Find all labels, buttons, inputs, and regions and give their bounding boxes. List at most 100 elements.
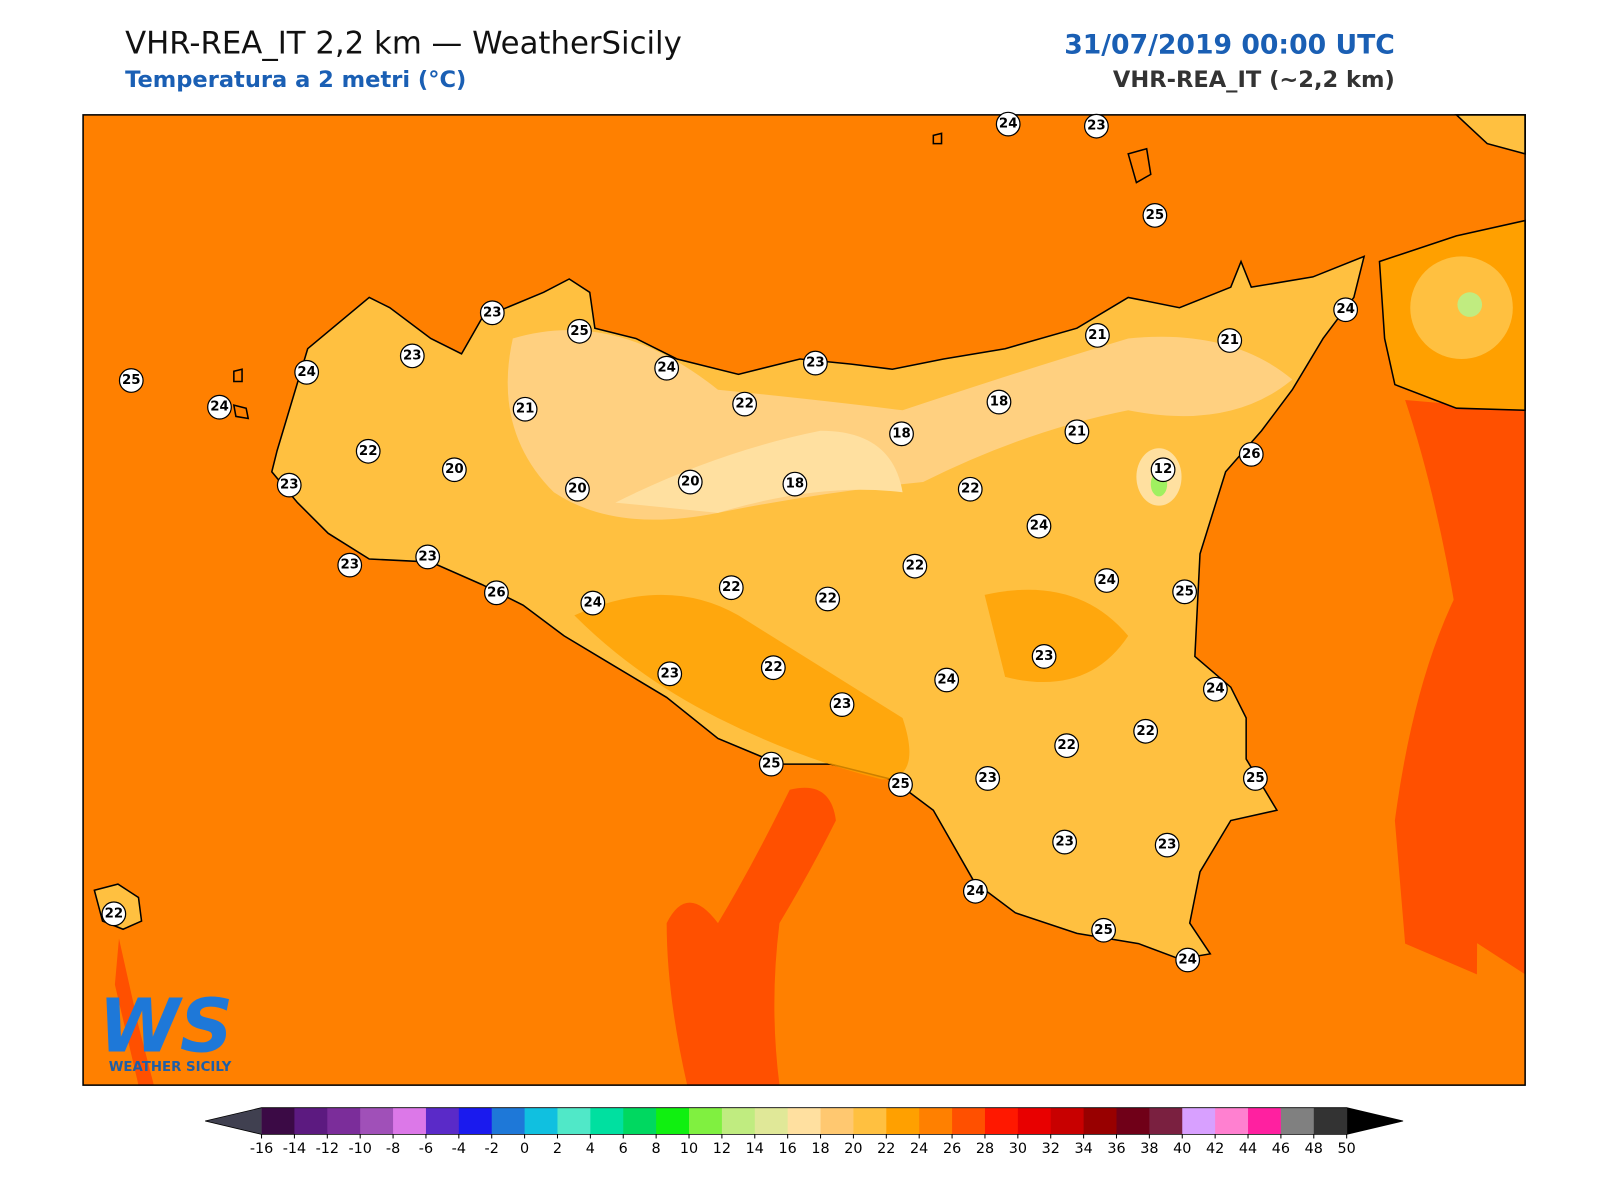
datetime: 31/07/2019 00:00 UTC [1064, 29, 1395, 60]
title: VHR-REA_IT 2,2 km — WeatherSicily [125, 25, 682, 61]
colorbar-tick-label: 42 [1206, 1141, 1224, 1157]
colorbar-tick-label: 12 [713, 1141, 731, 1157]
colorbar-tick-label: -2 [485, 1141, 499, 1157]
colorbar-tick-label: 2 [553, 1141, 562, 1157]
colorbar-segment [1149, 1107, 1183, 1135]
colorbar-tick-label: -6 [419, 1141, 433, 1157]
station-value: 22 [359, 444, 378, 459]
station-marker [1175, 947, 1201, 973]
colorbar-segment [787, 1107, 822, 1135]
station-value: 25 [891, 777, 910, 792]
colorbar-tick-label: 40 [1173, 1141, 1191, 1157]
colorbar-segment [425, 1107, 460, 1135]
colorbar-tick-label: 30 [1009, 1141, 1027, 1157]
colorbar-tick-label: 10 [680, 1141, 698, 1157]
station-marker [1054, 733, 1080, 759]
station-marker [782, 471, 808, 497]
station-marker [1084, 113, 1109, 139]
station-marker [512, 396, 538, 422]
station-marker [1172, 579, 1198, 605]
station-value: 23 [483, 305, 502, 320]
station-marker [760, 655, 786, 681]
colorbar-segment [261, 1107, 295, 1135]
station-value: 24 [1030, 519, 1049, 534]
station-marker [1133, 718, 1159, 744]
colorbar-segment [1083, 1107, 1118, 1135]
colorbar-tick-label: 0 [520, 1141, 529, 1157]
colorbar-segment [557, 1107, 591, 1135]
colorbar-tick-label: 14 [746, 1141, 764, 1157]
colorbar-tick-label: 36 [1107, 1141, 1125, 1157]
station-value: 18 [990, 395, 1009, 410]
station-marker [888, 772, 913, 798]
station-marker [1202, 676, 1228, 702]
colorbar-segment [886, 1107, 920, 1135]
colorbar-tick-label: 8 [652, 1141, 661, 1157]
colorbar-tick-label: -4 [452, 1141, 466, 1157]
station-marker [815, 586, 841, 612]
station-value: 22 [1057, 738, 1076, 753]
colorbar-segment [458, 1107, 493, 1135]
station-value: 24 [999, 117, 1018, 132]
colorbar-tick-label: 18 [811, 1141, 829, 1157]
station-marker [207, 394, 232, 420]
station-value: 20 [445, 462, 464, 477]
station-marker [995, 111, 1021, 137]
station-marker [565, 476, 590, 502]
island [932, 132, 943, 145]
station-value: 22 [906, 559, 925, 574]
station-value: 24 [1336, 302, 1355, 317]
station-marker [1064, 419, 1090, 445]
station-marker [718, 575, 744, 601]
station-marker [1085, 322, 1110, 348]
station-marker [975, 766, 1001, 791]
station-value: 22 [735, 397, 754, 412]
colorbar-tick-label: 32 [1042, 1141, 1060, 1157]
station-value: 24 [1206, 682, 1225, 697]
colorbar-segment [919, 1107, 953, 1135]
station-marker [441, 457, 467, 483]
station-marker [1154, 832, 1180, 858]
station-marker [829, 692, 855, 718]
station-value: 23 [833, 697, 852, 712]
station-value: 18 [892, 426, 911, 441]
warm-sea [114, 938, 154, 1086]
station-value: 18 [786, 477, 805, 492]
station-marker [657, 661, 683, 687]
colorbar-outline [205, 1107, 1404, 1135]
station-marker [355, 438, 381, 464]
station-value: 20 [568, 482, 587, 497]
colorbar-tick-label: 48 [1305, 1141, 1323, 1157]
station-value: 12 [1154, 462, 1173, 477]
station-marker [1026, 513, 1052, 539]
station-marker [732, 391, 758, 417]
station-marker [580, 590, 606, 616]
station-marker [276, 472, 302, 498]
station-value: 26 [487, 585, 506, 600]
colorbar-segment [721, 1107, 756, 1135]
station-marker [889, 421, 914, 447]
colorbar-tick-label: 44 [1239, 1141, 1257, 1157]
colorbar-segment [1313, 1107, 1348, 1135]
colorbar-segment [820, 1107, 854, 1135]
colorbar-segment [393, 1107, 427, 1135]
station-marker [654, 355, 680, 381]
station-marker [1150, 457, 1176, 483]
station-marker [483, 580, 509, 606]
colorbar-segment [590, 1107, 624, 1135]
colorbar-tick-label: -10 [348, 1141, 371, 1157]
warm-area [574, 594, 910, 780]
station-value: 25 [122, 373, 141, 388]
colorbar-segment [1116, 1107, 1150, 1135]
colorbar-segment [294, 1107, 328, 1135]
colorbar-tick-label: 24 [910, 1141, 928, 1157]
station-value: 23 [1087, 119, 1106, 134]
station-value: 23 [1055, 835, 1074, 850]
island [232, 368, 250, 420]
station-marker [986, 389, 1012, 415]
station-value: 22 [764, 660, 783, 675]
station-value: 22 [1136, 724, 1155, 739]
colorbar-over [1346, 1107, 1404, 1135]
map: 24 23 25 25 24 24 23 23 25 24 21 22 20 23 20 20 22 23 18 18… [82, 111, 1526, 1086]
station-marker [1242, 766, 1268, 791]
